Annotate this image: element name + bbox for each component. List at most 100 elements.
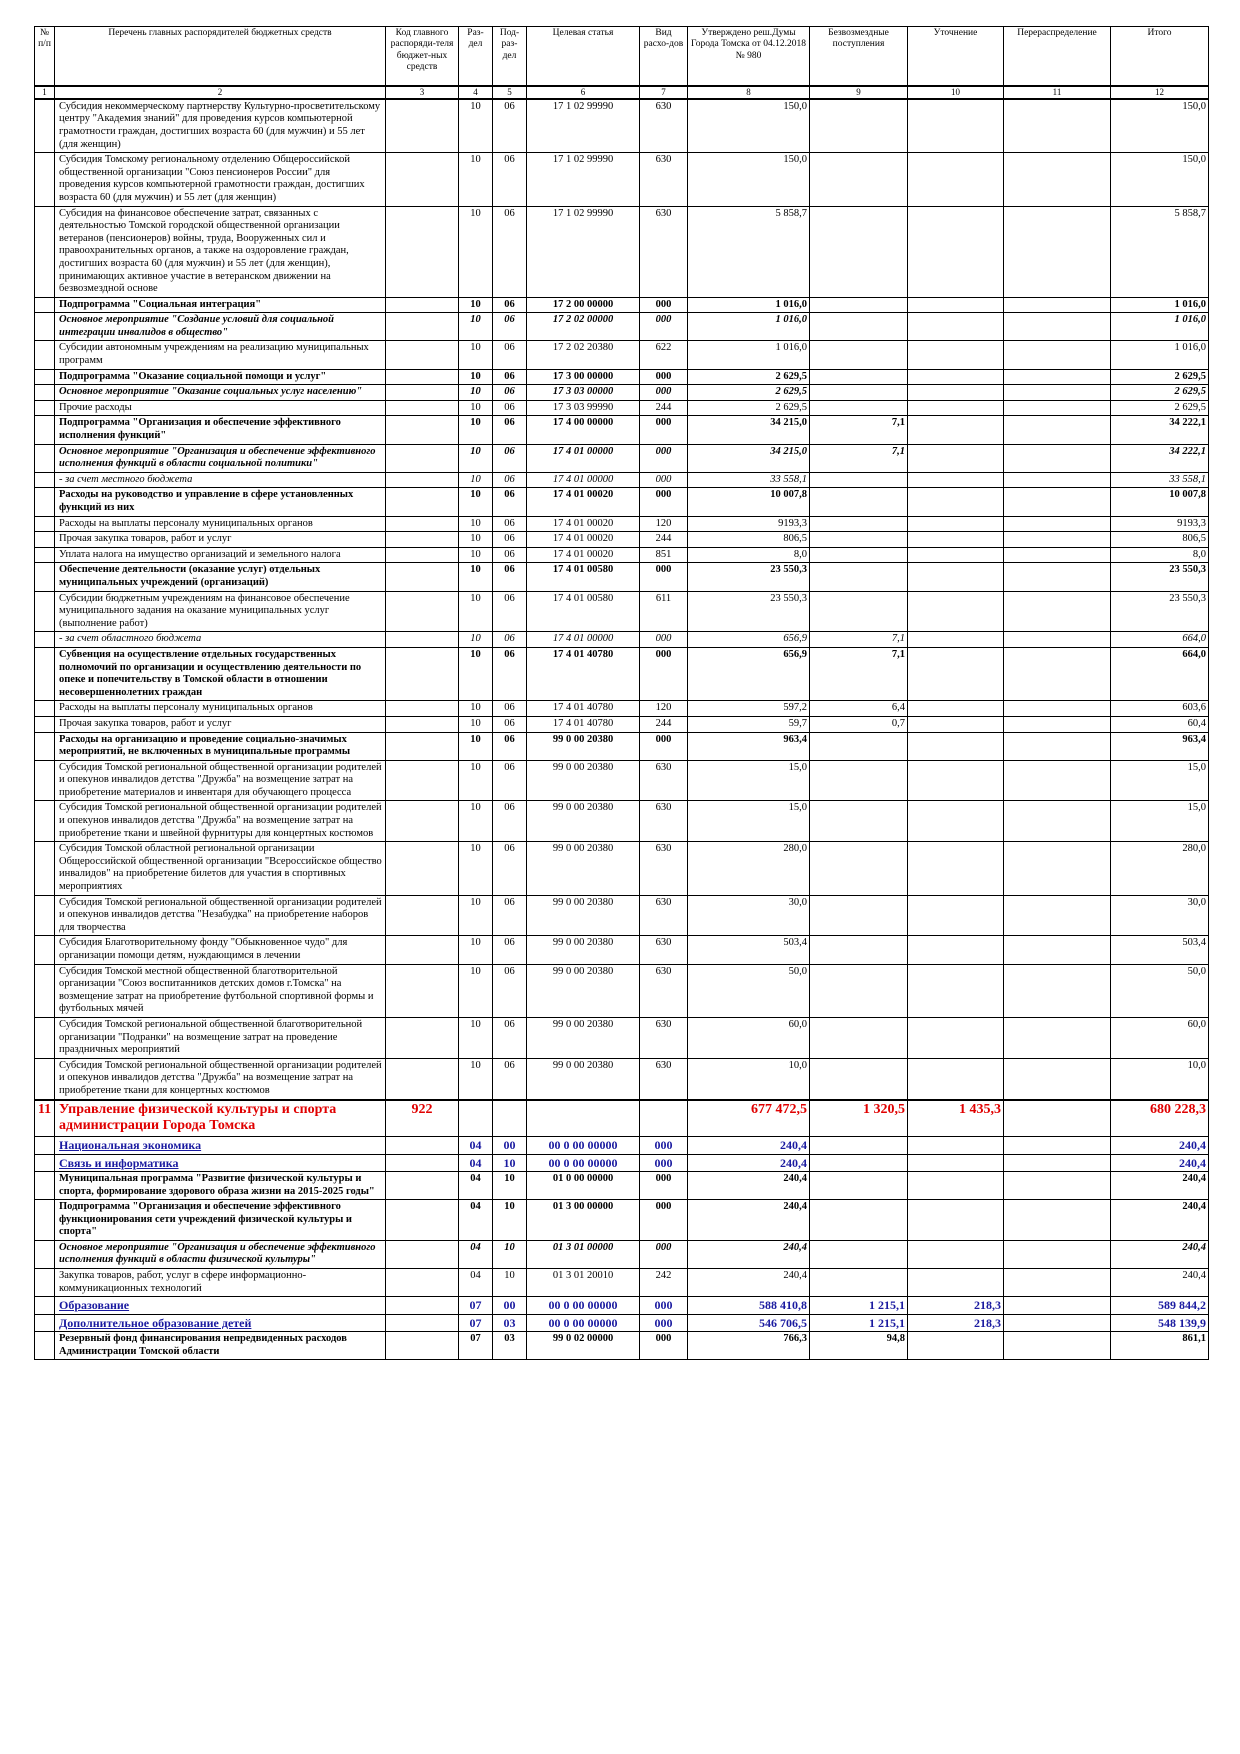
empty-cell: [1003, 384, 1111, 401]
table-cell: 00: [492, 1136, 527, 1155]
table-cell: Субсидия Томской местной общественной бл…: [54, 963, 386, 1018]
empty-cell: [34, 590, 55, 633]
table-cell: 06: [492, 935, 527, 965]
table-cell: 00 0 00 00000: [526, 1296, 640, 1315]
header-row: № п/п Перечень главных распорядителей бюд…: [34, 26, 1209, 87]
table-row: Подпрограмма "Оказание социальной помощи…: [34, 368, 1209, 386]
empty-cell: [1003, 1331, 1111, 1361]
table-cell: Управление физической культуры и спорта …: [54, 1098, 386, 1138]
table-cell: 99 0 00 20380: [526, 935, 640, 965]
table-cell: 10: [458, 98, 493, 154]
empty-cell: [907, 531, 1004, 548]
table-cell: 10: [458, 731, 493, 761]
empty-cell: [907, 368, 1004, 386]
empty-cell: [907, 487, 1004, 517]
table-cell: Подпрограмма "Организация и обеспечение …: [54, 1199, 386, 1241]
table-cell: Основное мероприятие "Организация и обес…: [54, 1239, 386, 1270]
table-cell: 99 0 02 00000: [526, 1331, 640, 1361]
empty-cell: [34, 340, 55, 370]
empty-cell: [907, 471, 1004, 489]
table-row: Муниципальная программа "Развитие физиче…: [34, 1170, 1209, 1201]
empty-cell: [809, 1057, 908, 1101]
table-cell: 1 435,3: [907, 1098, 1004, 1138]
empty-cell: [809, 487, 908, 517]
table-cell: 07: [458, 1313, 493, 1333]
table-row: Расходы на руководство и управление в сф…: [34, 487, 1209, 517]
empty-cell: [907, 312, 1004, 342]
empty-cell: [34, 715, 55, 733]
table-cell: 851: [639, 546, 688, 564]
empty-cell: [1003, 152, 1111, 207]
table-cell: 06: [492, 546, 527, 564]
table-cell: 000: [639, 296, 688, 314]
table-cell: Субсидия Томской областной региональной …: [54, 841, 386, 896]
empty-cell: [34, 152, 55, 207]
table-cell: 06: [492, 631, 527, 648]
empty-cell: [809, 1153, 908, 1172]
empty-cell: [385, 1136, 459, 1155]
header-cell: Раз-дел: [458, 26, 493, 87]
table-cell: 06: [492, 700, 527, 717]
table-cell: 10: [458, 443, 493, 473]
empty-cell: [385, 1239, 459, 1270]
table-cell: 677 472,5: [687, 1098, 810, 1138]
table-cell: 06: [492, 841, 527, 896]
empty-cell: [907, 800, 1004, 843]
table-cell: 17 4 00 00000: [526, 415, 640, 445]
empty-cell: [1003, 98, 1111, 154]
table-cell: 656,9: [687, 631, 810, 648]
table-row: Основное мероприятие "Оказание социальны…: [34, 384, 1209, 401]
table-cell: Субвенция на осуществление отдельных гос…: [54, 646, 386, 702]
empty-cell: [907, 562, 1004, 592]
empty-cell: [385, 1016, 459, 1059]
empty-cell: [907, 152, 1004, 207]
table-cell: 99 0 00 20380: [526, 894, 640, 937]
empty-cell: [809, 546, 908, 564]
empty-cell: [385, 841, 459, 896]
table-cell: 7,1: [809, 415, 908, 445]
empty-cell: [1003, 631, 1111, 648]
empty-cell: [385, 296, 459, 314]
table-cell: 06: [492, 487, 527, 517]
empty-cell: [1003, 205, 1111, 298]
table-cell: 06: [492, 562, 527, 592]
empty-cell: [907, 759, 1004, 802]
table-cell: 06: [492, 312, 527, 342]
empty-cell: [907, 515, 1004, 533]
table-row: Расходы на организацию и проведение соци…: [34, 731, 1209, 761]
table-cell: 10 007,8: [687, 487, 810, 517]
table-cell: 30,0: [687, 894, 810, 937]
column-number-row: 1 2 3 4 5 6 7 8 9 10 11 12: [34, 85, 1209, 100]
table-cell: 10: [458, 631, 493, 648]
table-row: Подпрограмма "Организация и обеспечение …: [34, 1199, 1209, 1241]
empty-cell: [385, 415, 459, 445]
table-cell: 10: [458, 894, 493, 937]
empty-cell: [907, 205, 1004, 298]
table-cell: Субсидия Томской региональной общественн…: [54, 894, 386, 937]
empty-cell: [907, 841, 1004, 896]
table-cell: 34 215,0: [687, 415, 810, 445]
table-cell: 1 016,0: [687, 340, 810, 370]
table-cell: 06: [492, 415, 527, 445]
table-cell: 2 629,5: [687, 399, 810, 417]
table-cell: 17 2 02 20380: [526, 340, 640, 370]
table-cell: 000: [639, 487, 688, 517]
table-cell: 2 629,5: [1110, 399, 1209, 417]
table-row: Субсидия Томской региональной общественн…: [34, 759, 1209, 802]
table-row: Субсидия Томской региональной общественн…: [34, 1016, 1209, 1059]
table-row: Субсидия на финансовое обеспечение затра…: [34, 205, 1209, 298]
table-row: Прочие расходы 10 06 17 3 03 99990 244 2 629,…: [34, 399, 1209, 417]
table-cell: 23 550,3: [687, 562, 810, 592]
table-header: № п/п Перечень главных распорядителей бюд…: [34, 26, 1209, 100]
table-cell: 680 228,3: [1110, 1098, 1209, 1138]
empty-cell: [1003, 1136, 1111, 1155]
table-cell: 10: [458, 531, 493, 548]
table-cell: 23 550,3: [687, 590, 810, 633]
empty-cell: [385, 443, 459, 473]
table-cell: 17 2 00 00000: [526, 296, 640, 314]
table-cell: 10: [458, 590, 493, 633]
table-cell: 10: [458, 700, 493, 717]
empty-cell: [385, 562, 459, 592]
column-number: 11: [1003, 85, 1111, 100]
empty-cell: [907, 894, 1004, 937]
